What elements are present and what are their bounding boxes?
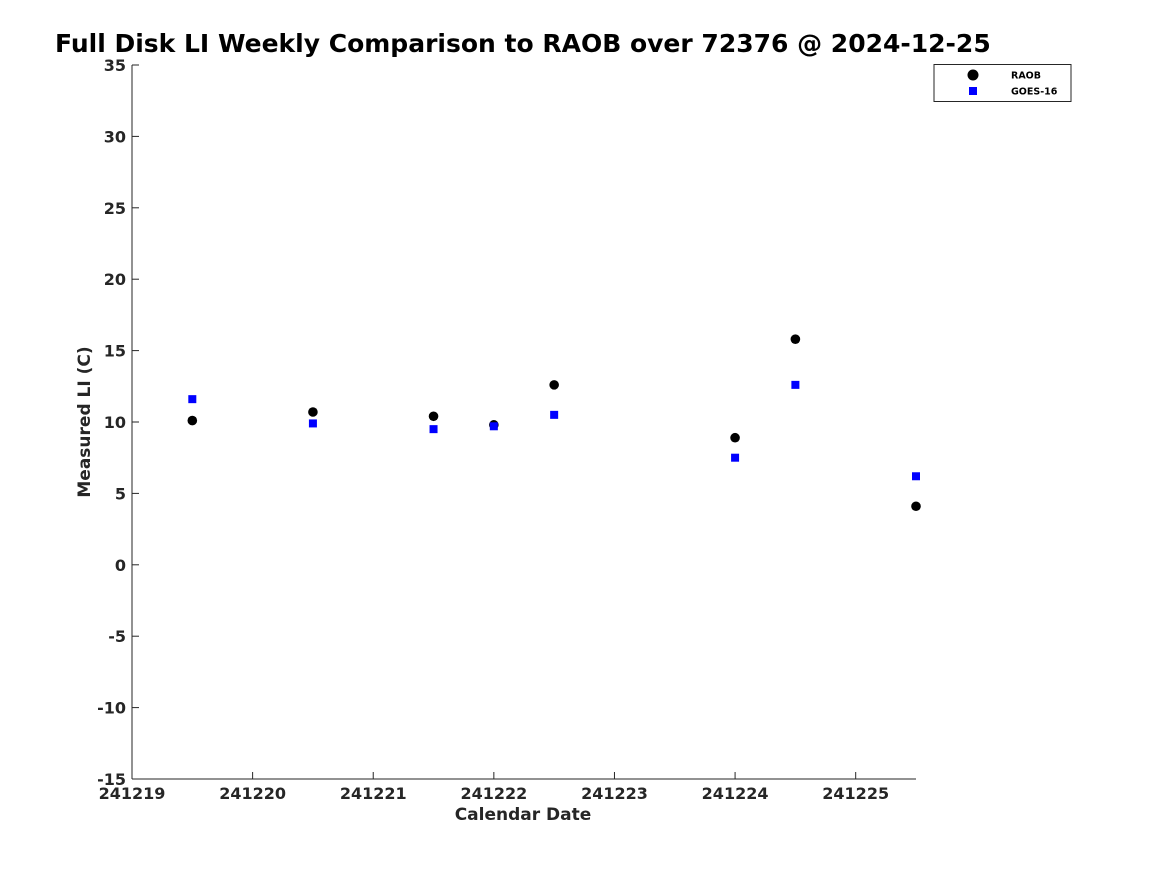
x-tick-label: 241225 xyxy=(822,784,889,803)
y-ticks: -15 -10 -5 0 5 10 15 20 25 30 35 xyxy=(97,56,139,789)
legend-box xyxy=(933,64,1072,102)
y-tick-label: -5 xyxy=(108,627,126,646)
x-tick-label: 241223 xyxy=(581,784,648,803)
y-tick-label: 10 xyxy=(104,413,126,432)
goes-16-point xyxy=(912,472,920,481)
y-tick-label: 15 xyxy=(104,342,126,361)
x-tick-label: 241224 xyxy=(702,784,769,803)
goes-16-point xyxy=(791,380,800,389)
axes xyxy=(131,65,916,780)
goes-16-point xyxy=(550,410,559,419)
x-tick-label: 241219 xyxy=(99,784,166,803)
x-ticks: 241219 241220 241221 241222 241223 241224 2412… xyxy=(99,772,889,803)
goes-16-point xyxy=(308,419,317,428)
y-tick-label: 25 xyxy=(104,199,126,218)
legend: RAOB GOES-16 xyxy=(933,64,1072,102)
x-tick-label: 241220 xyxy=(219,784,286,803)
raob-point xyxy=(730,432,740,443)
x-axis-label: Calendar Date xyxy=(455,805,592,825)
y-axis-label: Measured LI (C) xyxy=(75,346,95,497)
y-tick-label: 35 xyxy=(104,56,126,75)
legend-label-goes-16: GOES-16 xyxy=(1011,87,1058,98)
y-tick-label: -15 xyxy=(97,770,126,789)
chart-title: Full Disk LI Weekly Comparison to RAOB o… xyxy=(55,29,991,58)
y-tick-label: 5 xyxy=(115,484,126,503)
goes-16-point xyxy=(429,425,438,434)
legend-marker-goes-16 xyxy=(969,87,977,95)
raob-point xyxy=(187,415,198,426)
goes-16-point xyxy=(188,395,197,404)
y-tick-label: 30 xyxy=(104,127,126,146)
raob-point xyxy=(549,380,559,390)
legend-label-raob: RAOB xyxy=(1011,71,1041,82)
raob-point xyxy=(790,334,801,344)
raob-point xyxy=(428,411,439,422)
y-tick-label: 20 xyxy=(104,270,126,289)
legend-marker-raob xyxy=(967,69,979,81)
raob-point xyxy=(911,501,921,512)
raob-point xyxy=(308,407,318,417)
x-tick-label: 241222 xyxy=(460,784,527,803)
y-tick-label: 0 xyxy=(115,556,126,575)
goes-16-point xyxy=(489,422,498,431)
goes-16-point xyxy=(731,453,740,462)
y-tick-label: -10 xyxy=(97,699,126,718)
data-points xyxy=(187,334,921,512)
x-tick-label: 241221 xyxy=(340,784,407,803)
